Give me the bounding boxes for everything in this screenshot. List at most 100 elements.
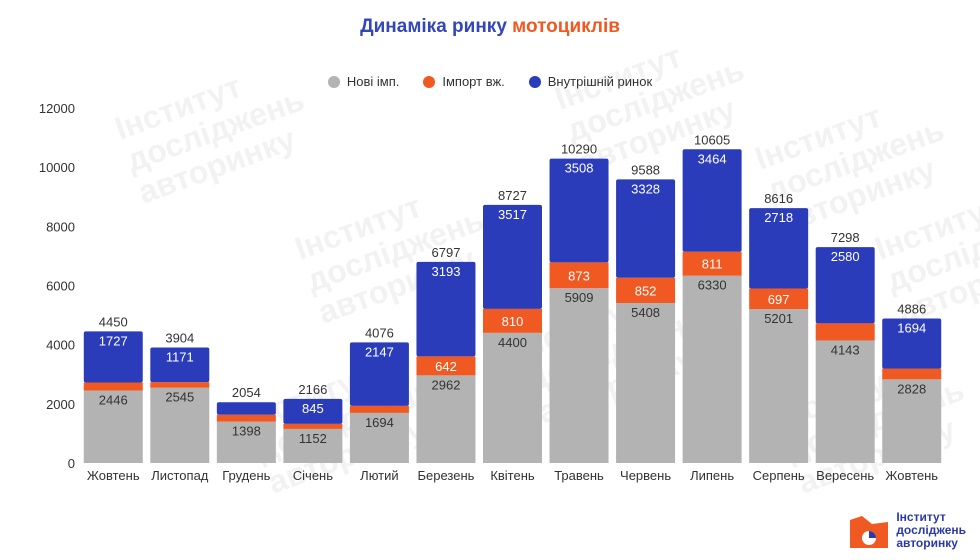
- legend-swatch-domestic: [528, 75, 541, 88]
- data-label: 3193: [432, 264, 461, 279]
- x-tick-label: Квітень: [490, 468, 535, 483]
- x-tick-label: Вересень: [816, 468, 874, 483]
- bar-segment-used-import: [549, 262, 609, 289]
- data-label: 3517: [498, 207, 527, 222]
- bar-segment-used-import: [483, 308, 542, 333]
- bar-segment-domestic: [549, 158, 609, 263]
- data-label: 1694: [897, 320, 926, 335]
- logo-mark-icon: [850, 516, 889, 548]
- bar-segment-used-import: [749, 288, 809, 310]
- total-label: 8616: [764, 191, 793, 206]
- legend-swatch-new-import: [327, 75, 340, 88]
- bar-segment-used-import: [150, 382, 210, 388]
- data-label: 3328: [631, 181, 660, 196]
- legend-item-domestic: Внутрішній ринок: [528, 74, 653, 89]
- legend-label-used-import: Імпорт вж.: [442, 74, 505, 89]
- bar-segment-new-import: [83, 390, 143, 463]
- bar-segment-used-import: [349, 405, 409, 413]
- bar-segment-used-import: [283, 423, 343, 429]
- data-label: 1152: [299, 431, 327, 446]
- legend-item-new-import: Нові імп.: [327, 74, 400, 89]
- data-label: 3508: [565, 161, 594, 176]
- y-tick-label: 2000: [46, 397, 75, 412]
- data-label: 852: [635, 283, 657, 298]
- bar-segment-domestic: [815, 247, 875, 324]
- data-label: 4143: [831, 342, 860, 357]
- chart-legend: Нові імп. Імпорт вж. Внутрішній ринок: [0, 74, 980, 89]
- bar-segment-domestic: [882, 318, 942, 369]
- bar-segment-new-import: [416, 375, 476, 463]
- bar-segment-new-import: [882, 379, 942, 463]
- data-label: 4400: [498, 335, 527, 350]
- bar-segment-used-import: [616, 277, 676, 304]
- total-label: 4450: [99, 314, 128, 329]
- bar-segment-new-import: [549, 288, 609, 463]
- bar-segment-domestic: [216, 402, 276, 415]
- legend-swatch-used-import: [423, 75, 436, 88]
- x-tick-label: Січень: [293, 468, 333, 483]
- x-tick-label: Серпень: [753, 468, 805, 483]
- data-label: 2962: [432, 377, 461, 392]
- y-tick-label: 10000: [39, 160, 75, 175]
- chart-title: Динаміка ринку мотоциклів: [0, 16, 980, 38]
- bar-segment-domestic: [283, 398, 343, 424]
- data-label: 1398: [232, 424, 261, 439]
- legend-label-new-import: Нові імп.: [346, 74, 400, 89]
- data-label: 1694: [365, 415, 394, 430]
- chart-title-part2: мотоциклів: [512, 16, 620, 37]
- y-tick-label: 4000: [46, 338, 75, 353]
- x-tick-label: Жовтень: [87, 468, 140, 483]
- bar-segment-domestic: [150, 347, 210, 383]
- logo-text: Інститут досліджень авторинку: [896, 509, 966, 550]
- data-label: 5909: [565, 290, 594, 305]
- bar-segment-used-import: [682, 251, 742, 276]
- bar-segment-domestic: [616, 179, 676, 278]
- data-label: 5408: [631, 305, 660, 320]
- bar-segment-domestic: [483, 204, 542, 309]
- total-label: 4886: [897, 301, 926, 316]
- x-tick-label: Грудень: [222, 468, 270, 483]
- total-label: 6797: [432, 245, 461, 260]
- data-label: 2580: [831, 249, 860, 264]
- y-tick-label: 6000: [46, 279, 75, 294]
- x-tick-label: Жовтень: [885, 468, 938, 483]
- logo-line-2: досліджень: [896, 522, 966, 537]
- y-tick-label: 8000: [46, 219, 75, 234]
- bar-segment-used-import: [216, 414, 276, 422]
- bar-segment-domestic: [749, 208, 809, 289]
- x-tick-label: Лютий: [360, 468, 398, 483]
- chart-title-part1: Динаміка ринку: [360, 16, 507, 37]
- x-tick-label: Березень: [417, 468, 474, 483]
- data-label: 2545: [165, 390, 194, 405]
- data-label: 697: [768, 292, 790, 307]
- total-label: 10605: [694, 132, 730, 147]
- logo-line-3: авторинку: [896, 535, 958, 550]
- data-label: 642: [435, 359, 457, 374]
- y-tick-label: 12000: [39, 101, 75, 116]
- bar-segment-new-import: [283, 428, 343, 463]
- bar-segment-domestic: [416, 261, 476, 357]
- data-label: 810: [502, 314, 524, 329]
- total-label: 2054: [232, 385, 261, 400]
- legend-label-domestic: Внутрішній ринок: [547, 74, 653, 89]
- y-tick-label: 0: [68, 456, 75, 471]
- logo-line-1: Інститут: [896, 509, 946, 524]
- x-tick-label: Червень: [620, 468, 671, 483]
- bar-segment-domestic: [83, 331, 143, 383]
- bar-segment-used-import: [416, 356, 476, 376]
- bar-segment-new-import: [150, 387, 210, 463]
- total-label: 8727: [498, 188, 527, 203]
- bar-segment-new-import: [616, 303, 676, 463]
- x-tick-label: Травень: [554, 468, 604, 483]
- total-label: 7298: [831, 230, 860, 245]
- data-label: 1171: [166, 350, 194, 365]
- bar-segment-new-import: [682, 275, 742, 463]
- bar-segment-domestic: [682, 149, 742, 252]
- bar-segment-used-import: [815, 323, 875, 341]
- total-label: 9588: [631, 162, 660, 177]
- data-label: 2828: [897, 381, 926, 396]
- legend-item-used-import: Імпорт вж.: [423, 74, 505, 89]
- data-label: 3464: [698, 151, 727, 166]
- total-label: 4076: [365, 325, 394, 340]
